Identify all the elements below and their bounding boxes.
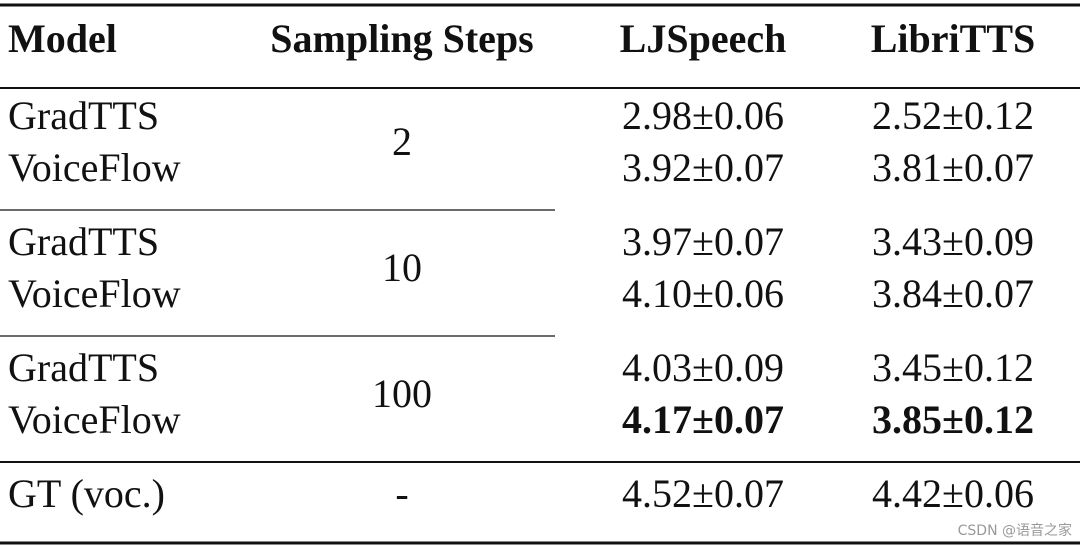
sampling-steps: 100 <box>372 371 432 416</box>
column-header: LJSpeech <box>620 16 787 61</box>
model-name: GT (voc.) <box>8 471 165 516</box>
watermark: CSDN @语音之家 <box>958 522 1072 539</box>
sampling-steps: 2 <box>392 119 412 164</box>
model-name: VoiceFlow <box>8 145 181 190</box>
libritts-score: 3.43±0.09 <box>872 219 1034 264</box>
ljspeech-score: 4.10±0.06 <box>622 271 784 316</box>
ljspeech-score: 3.92±0.07 <box>622 145 784 190</box>
column-header: Sampling Steps <box>270 16 533 61</box>
ljspeech-score: 2.98±0.06 <box>622 93 784 138</box>
column-header: Model <box>8 16 117 61</box>
sampling-steps: 10 <box>382 245 422 290</box>
model-name: VoiceFlow <box>8 271 181 316</box>
model-name: GradTTS <box>8 93 159 138</box>
ljspeech-score: 4.03±0.09 <box>622 345 784 390</box>
ljspeech-score: 3.97±0.07 <box>622 219 784 264</box>
sampling-steps: - <box>395 471 408 516</box>
model-name: GradTTS <box>8 219 159 264</box>
libritts-score: 4.42±0.06 <box>872 471 1034 516</box>
model-name: GradTTS <box>8 345 159 390</box>
ljspeech-score: 4.52±0.07 <box>622 471 784 516</box>
model-name: VoiceFlow <box>8 397 181 442</box>
libritts-score: 3.45±0.12 <box>872 345 1034 390</box>
ljspeech-score: 4.17±0.07 <box>622 397 784 442</box>
libritts-score: 3.85±0.12 <box>872 397 1034 442</box>
libritts-score: 3.81±0.07 <box>872 145 1034 190</box>
libritts-score: 2.52±0.12 <box>872 93 1034 138</box>
column-header: LibriTTS <box>871 16 1036 61</box>
libritts-score: 3.84±0.07 <box>872 271 1034 316</box>
